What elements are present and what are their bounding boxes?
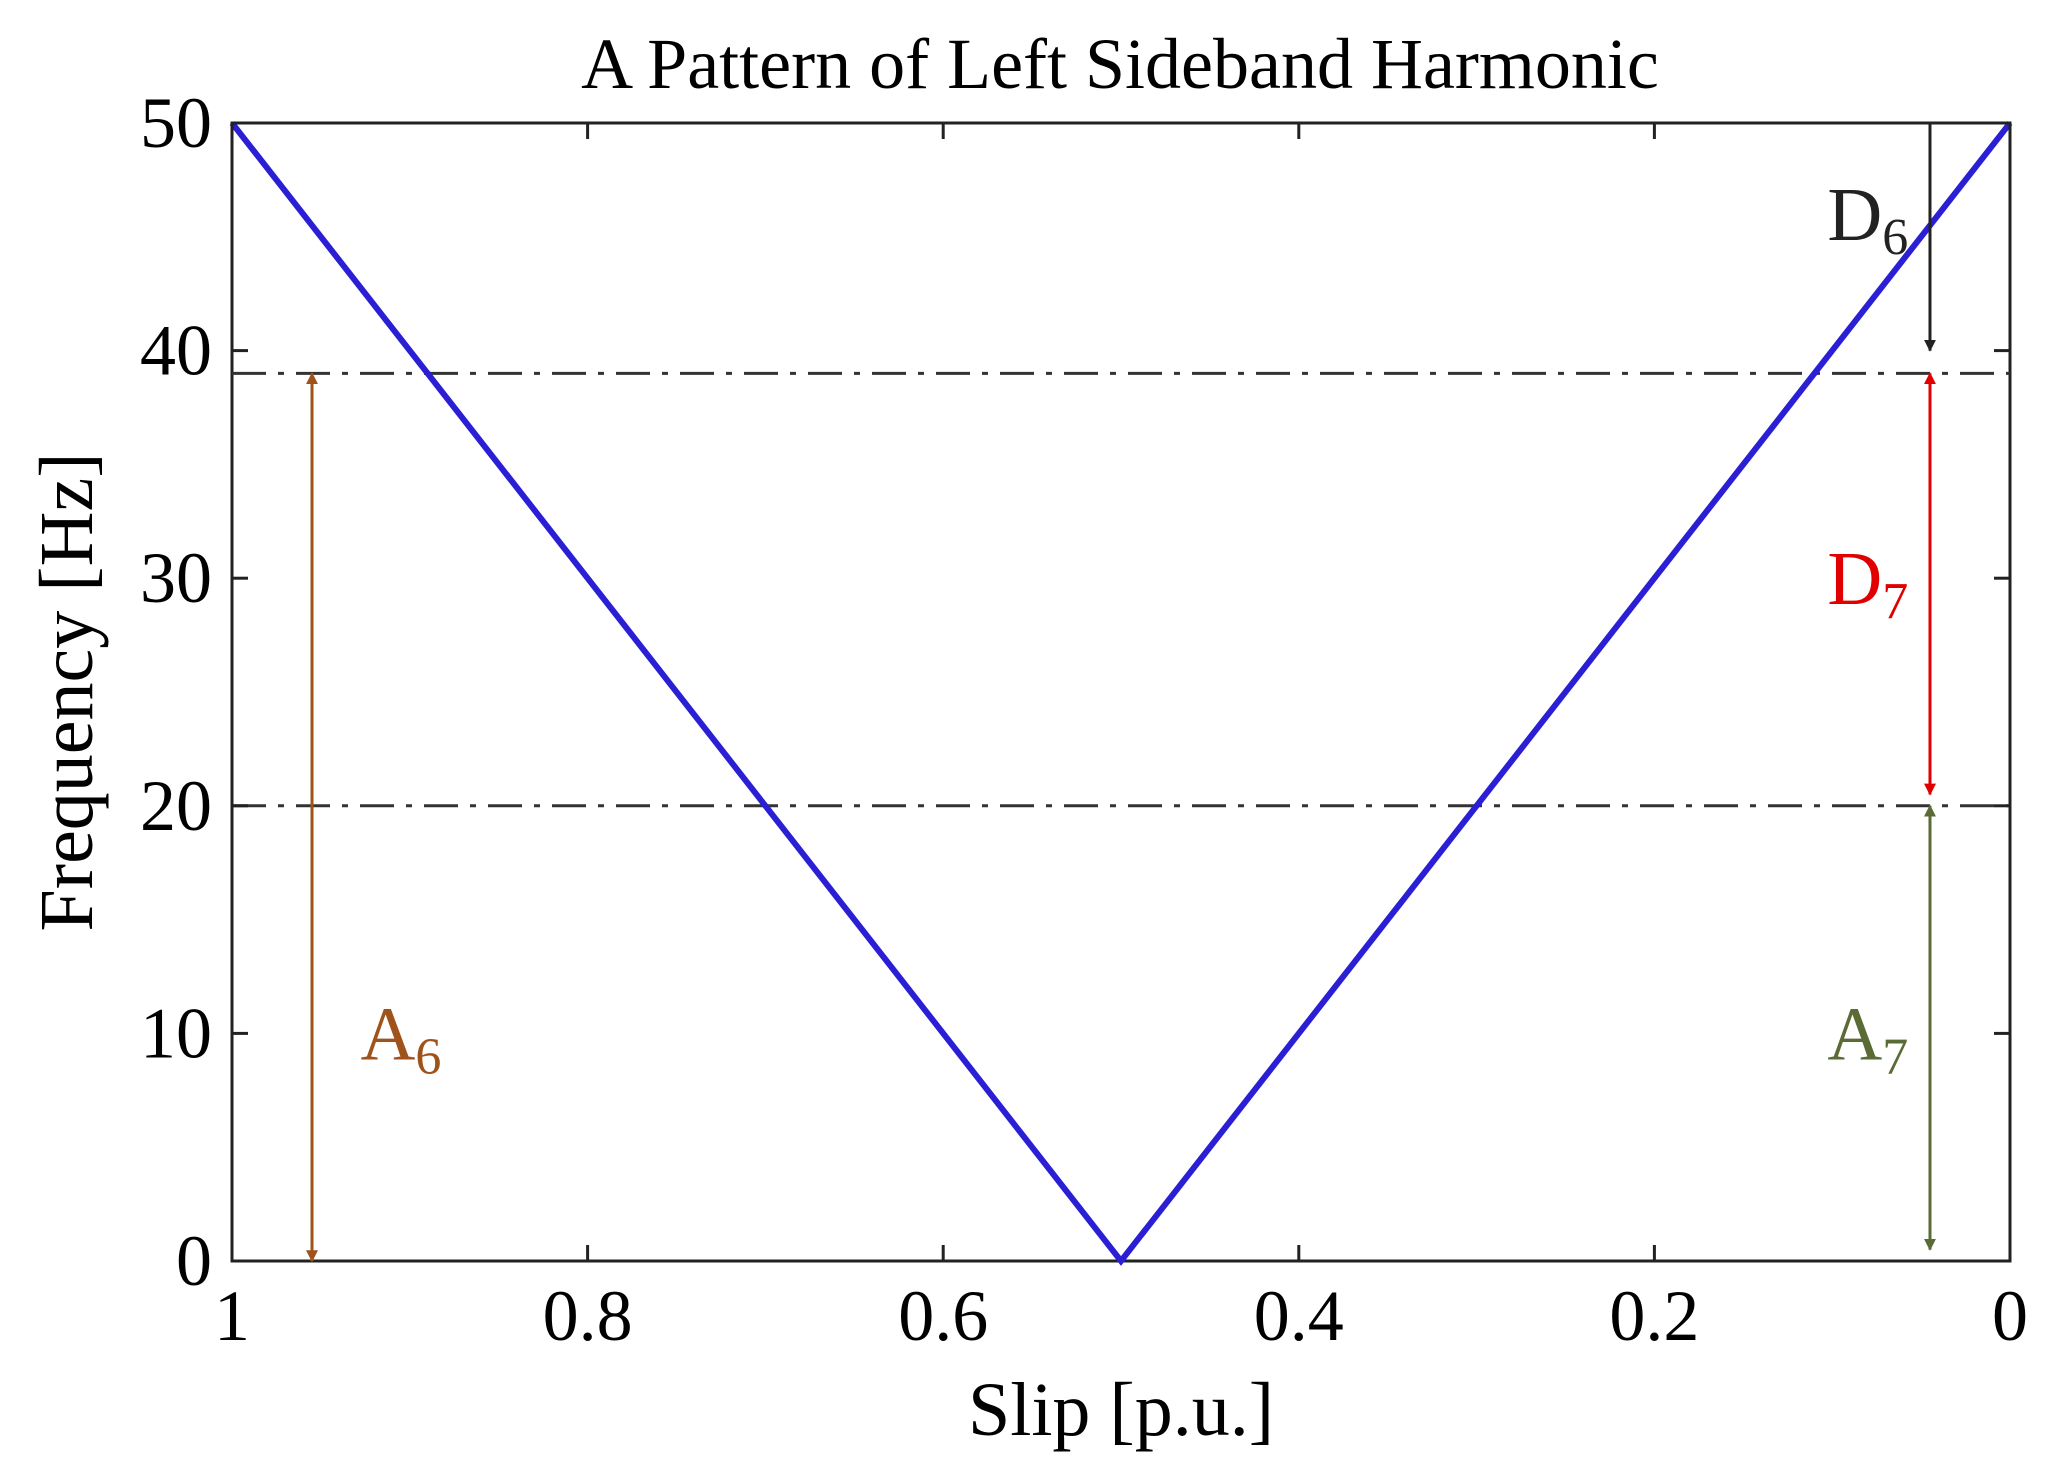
x-tick-label: 0.2 — [1609, 1276, 1699, 1356]
plot-frame — [230, 121, 2012, 1263]
y-axis: 0 10 20 30 40 50 — [140, 83, 2010, 1301]
x-tick-label: 0.4 — [1254, 1276, 1344, 1356]
chart-title: A Pattern of Left Sideband Harmonic — [581, 24, 1659, 104]
x-tick-label: 0.6 — [898, 1276, 988, 1356]
y-tick-label: 20 — [140, 766, 212, 846]
x-tick-label: 1 — [214, 1276, 250, 1356]
y-tick-label: 30 — [140, 538, 212, 618]
annotation-a6: A6 — [360, 992, 441, 1085]
annotation-d7: D7 — [1827, 537, 1908, 630]
x-axis-label: Slip [p.u.] — [968, 1368, 1274, 1452]
series-layer — [229, 121, 2013, 1266]
series-line-0 — [229, 121, 2013, 1266]
y-tick-label: 50 — [140, 83, 212, 163]
x-tick-label: 0.8 — [543, 1276, 633, 1356]
x-tick-label: 0 — [1992, 1276, 2028, 1356]
y-axis-label: Frequency [Hz] — [25, 452, 109, 931]
x-axis: 1 0.8 0.6 0.4 0.2 0 — [214, 123, 2028, 1356]
annotation-a7: A7 — [1827, 992, 1908, 1085]
reference-lines — [232, 371, 2010, 808]
annotation-d6: D6 — [1827, 173, 1908, 266]
y-tick-label: 10 — [140, 993, 212, 1073]
y-tick-label: 40 — [140, 311, 212, 391]
y-tick-label: 0 — [176, 1221, 212, 1301]
annotations-layer: A6 D6 D7 A7 — [306, 123, 1936, 1263]
